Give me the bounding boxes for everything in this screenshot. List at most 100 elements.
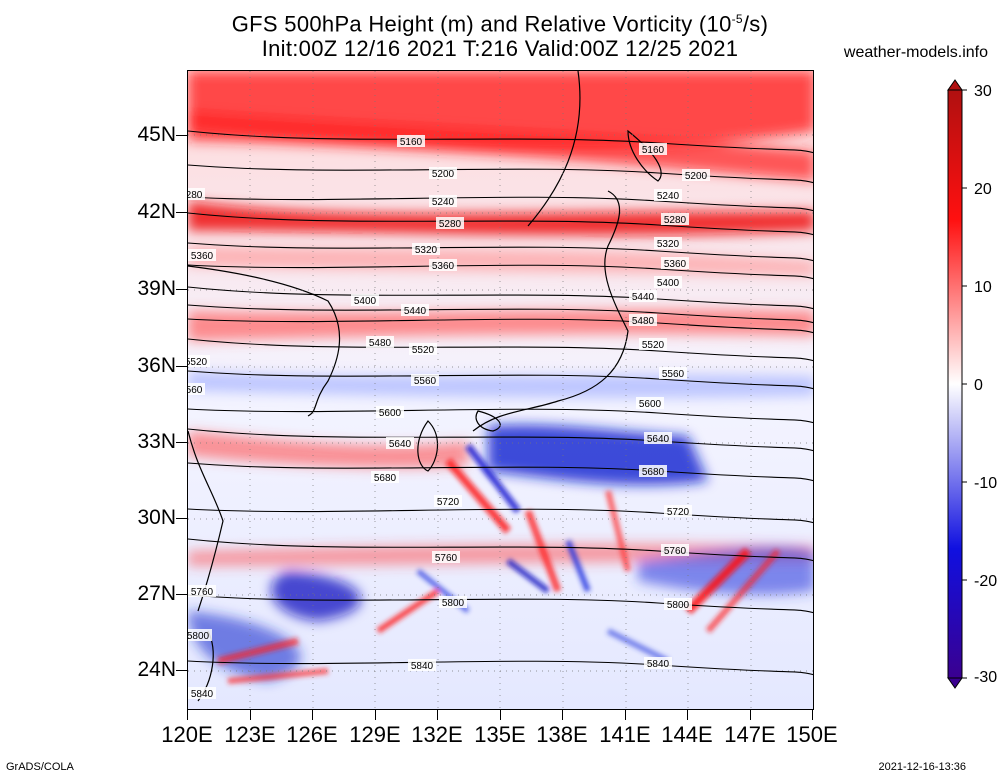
contour-label-bg <box>682 169 710 181</box>
height-contour <box>188 462 813 482</box>
height-contour <box>188 508 813 524</box>
height-contours <box>188 130 813 676</box>
contour-label-bg <box>639 143 667 155</box>
contour-label: 5560 <box>662 369 685 380</box>
contour-label-bg <box>661 544 689 556</box>
contour-label-bg <box>664 505 692 517</box>
chart-title: GFS 500hPa Height (m) and Relative Vorti… <box>231 11 769 37</box>
lon-label-150e: 150E <box>786 722 838 747</box>
height-contour <box>188 304 813 324</box>
lon-tick <box>750 710 751 720</box>
lon-label-141e: 141E <box>599 722 651 747</box>
contour-label-bg <box>644 657 672 669</box>
contour-label: 5800 <box>667 600 690 611</box>
contour-label: 5600 <box>379 408 402 419</box>
height-contour <box>188 370 813 390</box>
title-exponent: -5 <box>731 12 743 26</box>
lon-label-132e: 132E <box>411 722 463 747</box>
contour-label: 5440 <box>632 292 655 303</box>
height-contour <box>188 164 813 184</box>
contour-label: 5800 <box>188 631 210 642</box>
contour-label-bg <box>401 304 429 316</box>
contour-label: 5760 <box>435 553 458 564</box>
contour-labels: 5160 5160 5200 5200 5240 5240 5280 5280 5320 5320… <box>188 135 710 700</box>
lat-label-36n: 36N <box>137 354 176 377</box>
contour-label: 5320 <box>415 245 438 256</box>
contour-label: 280 <box>188 190 203 201</box>
contour-label: 5360 <box>191 251 214 262</box>
contour-label: 5200 <box>685 171 708 182</box>
contour-label-bg <box>188 383 205 395</box>
contour-label-bg <box>654 189 682 201</box>
colorbar <box>947 79 967 689</box>
contour-label-bg <box>439 596 467 608</box>
chart-subtitle: Init:00Z 12/16 2021 T:216 Valid:00Z 12/2… <box>261 36 739 61</box>
contour-label: 560 <box>188 385 203 396</box>
contour-label-bg <box>188 585 216 597</box>
contour-label: 5160 <box>642 145 665 156</box>
lon-tick <box>812 710 813 720</box>
height-contour <box>188 264 813 280</box>
contour-label: 5200 <box>432 169 455 180</box>
lon-label-120e: 120E <box>161 722 213 747</box>
contour-label: 5760 <box>191 587 214 598</box>
contour-label: 5480 <box>632 316 655 327</box>
lat-label-27n: 27N <box>137 582 176 605</box>
contour-label-bg <box>429 167 457 179</box>
contour-label-bg <box>654 276 682 288</box>
lon-tick <box>500 710 501 720</box>
contour-label-bg <box>639 465 667 477</box>
lat-label-30n: 30N <box>137 506 176 529</box>
contour-label: 5640 <box>647 434 670 445</box>
colorbar-label-neg10: -10 <box>974 475 998 492</box>
footer-timestamp: 2021-12-16-13:36 <box>878 761 966 773</box>
height-contour <box>188 196 813 212</box>
height-contour <box>188 538 813 562</box>
contour-label: 5240 <box>432 197 455 208</box>
lat-tick <box>176 135 187 136</box>
height-contour <box>188 242 813 262</box>
contour-label-bg <box>654 237 682 249</box>
contour-label-bg <box>188 629 212 641</box>
contour-label: 5400 <box>354 296 377 307</box>
lon-label-126e: 126E <box>286 722 338 747</box>
lat-tick <box>176 518 187 519</box>
map-svg: 5160 5160 5200 5200 5240 5240 5280 5280 5320 5320… <box>188 71 813 709</box>
contour-label-bg <box>636 397 664 409</box>
contour-label: 5280 <box>664 215 687 226</box>
contour-label-bg <box>664 598 692 610</box>
height-contour <box>188 594 813 614</box>
contour-label-bg <box>429 195 457 207</box>
lat-tick <box>176 366 187 367</box>
lat-tick <box>176 442 187 443</box>
colorbar-label-30: 30 <box>974 83 992 100</box>
contour-label-bg <box>371 471 399 483</box>
contour-label: 5600 <box>639 399 662 410</box>
contour-label-bg <box>376 406 404 418</box>
lon-tick <box>375 710 376 720</box>
lon-tick <box>250 710 251 720</box>
contour-label-bg <box>661 257 689 269</box>
contour-label: 5840 <box>191 689 214 700</box>
contour-label-bg <box>644 432 672 444</box>
lat-tick <box>176 594 187 595</box>
height-contour <box>188 130 813 154</box>
height-contour <box>188 338 813 362</box>
lon-tick <box>312 710 313 720</box>
contour-label: 5800 <box>442 598 465 609</box>
contour-label: 5480 <box>369 338 392 349</box>
contour-label: 5640 <box>389 439 412 450</box>
height-contour <box>188 660 813 676</box>
contour-label: 5520 <box>188 357 208 368</box>
contour-label: 5720 <box>667 507 690 518</box>
contour-label-bg <box>411 374 439 386</box>
contour-label-bg <box>188 355 210 367</box>
graticule <box>188 71 813 709</box>
coast-china <box>188 430 224 612</box>
lon-label-123e: 123E <box>224 722 276 747</box>
contour-label-bg <box>639 338 667 350</box>
contour-label-bg <box>366 336 394 348</box>
height-contour <box>188 318 813 334</box>
site-brand: weather-models.info <box>843 44 988 61</box>
contour-label: 5360 <box>432 261 455 272</box>
